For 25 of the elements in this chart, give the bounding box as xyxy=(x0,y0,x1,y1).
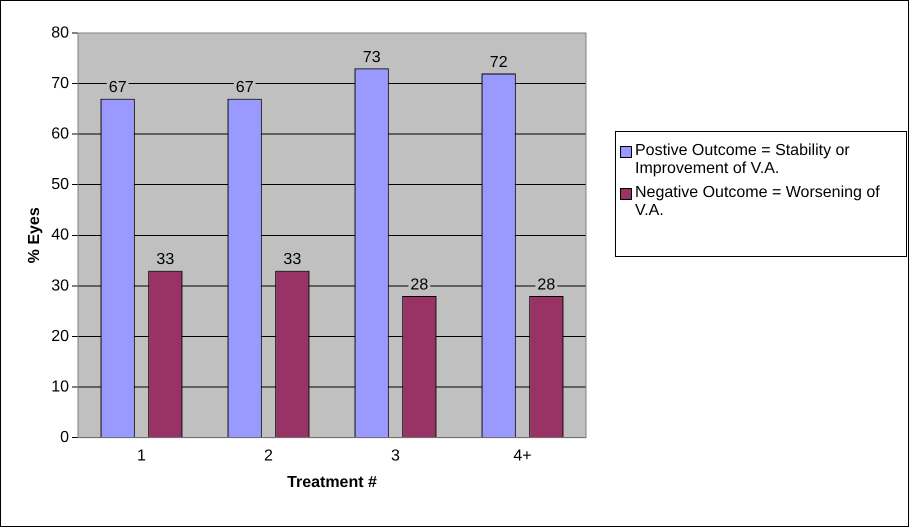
y-tick-label: 40 xyxy=(51,226,70,244)
data-label: 33 xyxy=(283,251,302,268)
y-tick-label: 20 xyxy=(51,328,70,345)
y-tick-label: 0 xyxy=(60,429,70,446)
data-label: 33 xyxy=(156,251,174,268)
legend-label: Postive Outcome = Stability or Improvement of V.A. xyxy=(635,142,851,178)
x-axis-title: Treatment # xyxy=(287,474,378,491)
data-label: 67 xyxy=(236,79,254,96)
x-tick-label: 4+ xyxy=(513,448,532,465)
data-label: 28 xyxy=(410,276,428,294)
y-tick-label: 70 xyxy=(51,74,70,92)
x-tick-label: 3 xyxy=(391,448,400,465)
data-label: 28 xyxy=(537,276,556,294)
data-label: 73 xyxy=(362,48,381,66)
y-tick-label: 80 xyxy=(51,24,70,42)
x-tick-label: 1 xyxy=(137,448,146,465)
y-tick-label: 60 xyxy=(51,126,70,143)
y-axis-title: % Eyes xyxy=(26,207,44,264)
y-tick-label: 50 xyxy=(51,176,70,194)
data-label: 72 xyxy=(490,54,508,71)
y-tick-label: 10 xyxy=(51,378,70,396)
x-tick-label: 2 xyxy=(264,448,274,465)
data-label: 67 xyxy=(108,79,127,96)
legend-label: Negative Outcome = Worsening of V.A. xyxy=(635,184,881,220)
y-tick-label: 30 xyxy=(51,277,70,294)
